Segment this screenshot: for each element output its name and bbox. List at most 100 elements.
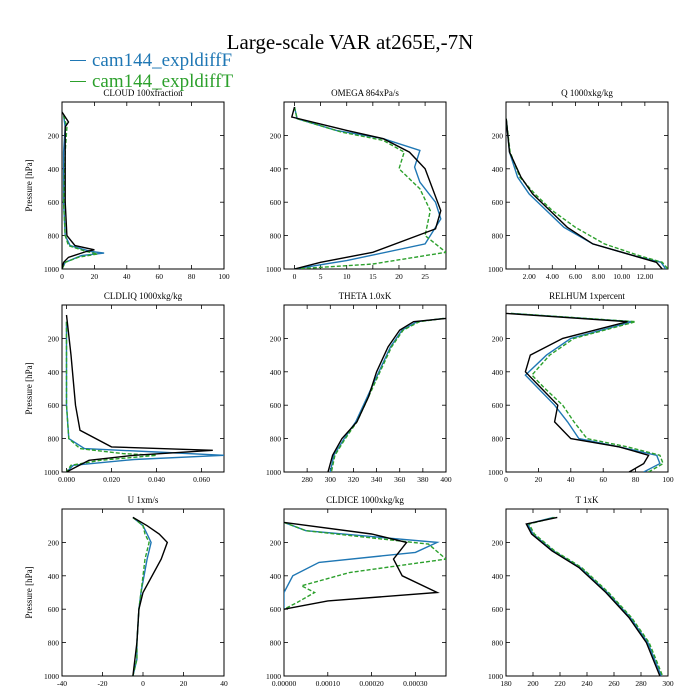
x-tick-label: 0 — [293, 272, 297, 281]
panel-title: OMEGA 864xPa/s — [331, 88, 399, 98]
y-tick-label: 1000 — [44, 265, 59, 274]
y-tick-label: 200 — [270, 538, 282, 547]
y-tick-label: 600 — [270, 605, 282, 614]
y-axis-label: Pressure [hPa] — [24, 362, 34, 414]
x-tick-label: 260 — [608, 679, 620, 688]
x-tick-label: 0.000 — [58, 475, 75, 484]
x-tick-label: 40 — [220, 679, 228, 688]
series-line-3 — [525, 516, 661, 676]
plot-frame — [505, 101, 669, 270]
x-tick-label: 15 — [369, 272, 377, 281]
y-tick-label: 1000 — [266, 265, 281, 274]
x-tick-label: 20 — [535, 475, 543, 484]
series-line-2 — [510, 312, 664, 472]
panel-title: CLOUD 100xfraction — [103, 88, 183, 98]
panel-2: OMEGA 864xPa/s 200 400 600 800 1000 0 5 10 15 20 25 — [266, 88, 447, 281]
y-tick-label: 600 — [48, 198, 60, 207]
x-tick-label: 4.00 — [546, 272, 559, 281]
panel-title: T 1xK — [575, 495, 599, 505]
legend: cam144_expldiffF cam144_expldiffT — [70, 50, 233, 92]
x-tick-label: 340 — [371, 475, 383, 484]
x-tick-label: 0 — [504, 475, 508, 484]
plot-frame — [283, 304, 447, 473]
series-line-3 — [506, 118, 663, 269]
y-tick-label: 1000 — [266, 468, 281, 477]
y-tick-label: 200 — [492, 131, 504, 140]
x-tick-label: 100 — [218, 272, 230, 281]
x-tick-label: 80 — [188, 272, 196, 281]
panel-title: Q 1000xkg/kg — [561, 88, 613, 98]
x-tick-label: 220 — [554, 679, 566, 688]
y-tick-label: 800 — [48, 639, 60, 648]
panel-title: THETA 1.0xK — [339, 291, 392, 301]
y-tick-label: 800 — [48, 435, 60, 444]
figure-title: Large-scale VAR at265E,-7N — [226, 30, 474, 54]
x-tick-label: -40 — [57, 679, 67, 688]
series-line-1 — [329, 317, 444, 472]
x-tick-label: 0.060 — [193, 475, 210, 484]
series-line-3 — [132, 516, 169, 676]
y-tick-label: 200 — [492, 538, 504, 547]
plot-frame — [283, 101, 447, 270]
series-line-2 — [284, 521, 446, 610]
x-tick-label: 20 — [180, 679, 188, 688]
y-axis-label: Pressure [hPa] — [24, 159, 34, 211]
y-tick-label: 600 — [48, 401, 60, 410]
legend-item-expldiffT: cam144_expldiffT — [70, 71, 233, 92]
x-tick-label: 0.020 — [103, 475, 120, 484]
series-line-1 — [65, 321, 224, 472]
series-line-2 — [65, 321, 157, 472]
series-line-2 — [293, 106, 446, 269]
series-line-2 — [527, 516, 664, 676]
series-line-3 — [327, 317, 446, 472]
plot-frame — [283, 508, 447, 677]
y-tick-label: 1000 — [488, 265, 503, 274]
y-tick-label: 800 — [492, 232, 504, 241]
plot-frame — [61, 101, 225, 270]
legend-swatch-expldiffT — [70, 81, 86, 82]
series-line-1 — [510, 312, 661, 472]
series-line-3 — [290, 106, 442, 269]
x-tick-label: 40 — [567, 475, 575, 484]
series-line-1 — [506, 118, 667, 269]
x-tick-label: 8.00 — [592, 272, 605, 281]
x-tick-label: 5 — [319, 272, 323, 281]
y-tick-label: 400 — [270, 572, 282, 581]
x-tick-label: 320 — [348, 475, 360, 484]
x-tick-label: 25 — [421, 272, 429, 281]
plot-frame — [505, 304, 669, 473]
x-tick-label: 20 — [91, 272, 99, 281]
panel-title: RELHUM 1xpercent — [549, 291, 625, 301]
x-tick-label: 40 — [123, 272, 131, 281]
y-tick-label: 200 — [48, 131, 60, 140]
y-tick-label: 200 — [48, 538, 60, 547]
y-tick-label: 600 — [270, 198, 282, 207]
legend-item-expldiffF: cam144_expldiffF — [70, 50, 233, 71]
y-tick-label: 600 — [492, 605, 504, 614]
panel-3: Q 1000xkg/kg 200 400 600 800 1000 2.00 4.00 6.00… — [488, 88, 669, 281]
y-tick-label: 400 — [492, 368, 504, 377]
y-tick-label: 600 — [492, 401, 504, 410]
y-tick-label: 1000 — [488, 672, 503, 681]
x-tick-label: 100 — [662, 475, 674, 484]
series-line-2 — [506, 118, 668, 269]
x-tick-label: 240 — [581, 679, 593, 688]
y-tick-label: 800 — [270, 639, 282, 648]
panel-8: CLDICE 1000xkg/kg 200 400 600 800 10000.00000… — [266, 495, 447, 688]
y-tick-label: 600 — [492, 198, 504, 207]
x-tick-label: 0.00000 — [272, 679, 297, 688]
x-tick-label: 10.00 — [613, 272, 630, 281]
y-tick-label: 800 — [492, 435, 504, 444]
x-tick-label: 10 — [343, 272, 351, 281]
series-line-3 — [284, 521, 440, 610]
panel-title: U 1xm/s — [128, 495, 159, 505]
x-tick-label: 200 — [527, 679, 539, 688]
x-tick-label: 12.00 — [636, 272, 653, 281]
y-tick-label: 200 — [492, 334, 504, 343]
x-tick-label: 300 — [662, 679, 674, 688]
x-tick-label: 400 — [440, 475, 452, 484]
